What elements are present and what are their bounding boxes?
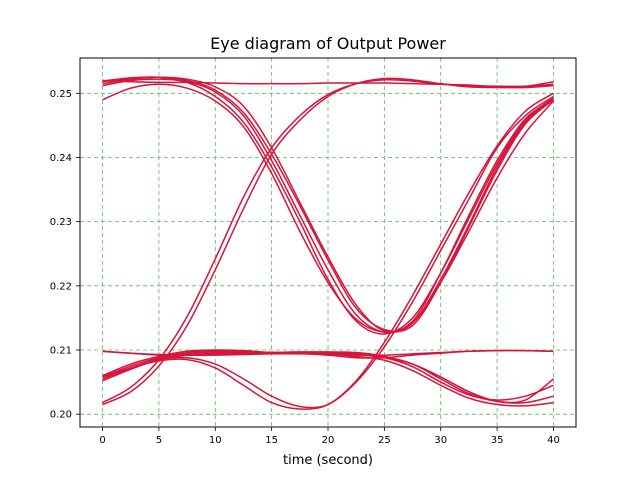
chart-title: Eye diagram of Output Power — [210, 34, 446, 53]
y-tick-label: 0.22 — [50, 281, 72, 292]
x-tick-label: 0 — [99, 435, 105, 446]
y-tick-label: 0.23 — [50, 217, 72, 228]
x-tick-label: 40 — [547, 435, 560, 446]
grid-layer — [80, 58, 576, 427]
y-tick-label: 0.20 — [50, 410, 72, 421]
series-line-15 — [102, 351, 554, 404]
series-line-5 — [102, 83, 555, 333]
series-layer — [102, 76, 555, 410]
y-tick-label: 0.24 — [50, 153, 72, 164]
x-axis-label: time (second) — [283, 453, 373, 468]
x-tick-label: 30 — [434, 435, 447, 446]
x-tick-label: 25 — [378, 435, 391, 446]
x-tick-label: 35 — [491, 435, 504, 446]
x-tick-label: 5 — [156, 435, 162, 446]
series-line-1 — [102, 76, 554, 333]
y-tick-label: 0.21 — [50, 345, 72, 356]
y-axis-ticks: 0.20 0.21 0.22 0.23 0.24 0.25 — [50, 89, 80, 421]
x-tick-label: 20 — [322, 435, 335, 446]
y-tick-label: 0.25 — [50, 89, 72, 100]
x-tick-label: 15 — [265, 435, 278, 446]
x-tick-label: 10 — [209, 435, 222, 446]
x-axis-ticks: 0 5 10 15 20 25 30 35 40 — [99, 427, 560, 446]
series-line-8 — [102, 77, 554, 406]
series-line-16 — [102, 349, 554, 359]
series-line-4 — [102, 76, 554, 335]
series-line-7 — [102, 78, 554, 404]
series-line-10 — [102, 92, 554, 410]
series-line-3 — [102, 76, 554, 333]
series-line-13 — [102, 349, 554, 407]
